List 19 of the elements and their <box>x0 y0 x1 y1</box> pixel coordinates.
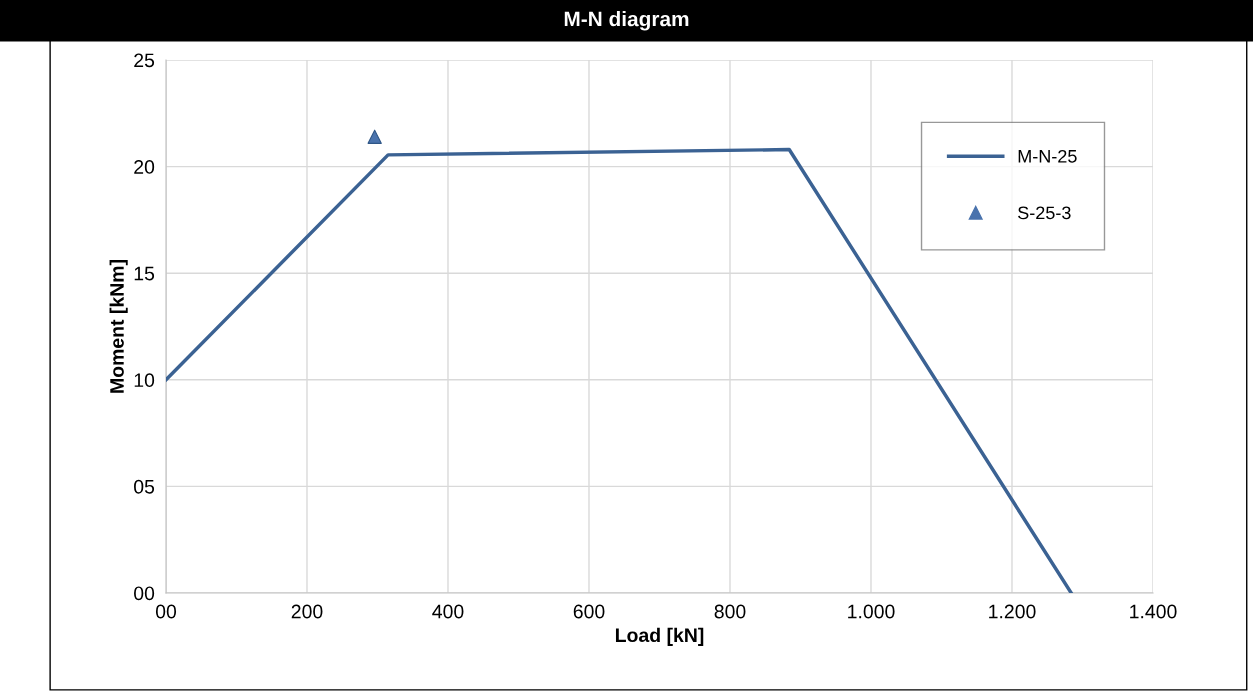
chart-title: M-N diagram <box>564 11 689 31</box>
x-tick-label: 1.400 <box>1130 604 1177 619</box>
y-tick-label: 20 <box>134 160 155 174</box>
y-tick-label: 10 <box>134 373 155 388</box>
y-axis-title: Moment [kNm] <box>109 260 128 393</box>
x-axis-title: Load [kN] <box>615 627 704 646</box>
x-tick-label: 800 <box>714 604 746 619</box>
x-tick-label: 200 <box>291 604 323 619</box>
legend-label: M-N-25 <box>1018 149 1077 163</box>
x-tick-label: 1.000 <box>848 604 895 619</box>
y-tick-label: 25 <box>134 53 155 68</box>
legend-label: S-25-3 <box>1018 206 1071 220</box>
y-tick-label: 00 <box>134 586 155 601</box>
y-tick-label: 15 <box>134 266 155 281</box>
x-tick-label: 00 <box>155 604 177 619</box>
x-tick-label: 1.200 <box>989 604 1036 619</box>
x-tick-label: 600 <box>573 604 605 619</box>
y-tick-label: 05 <box>134 479 155 494</box>
x-tick-label: 400 <box>432 604 464 619</box>
